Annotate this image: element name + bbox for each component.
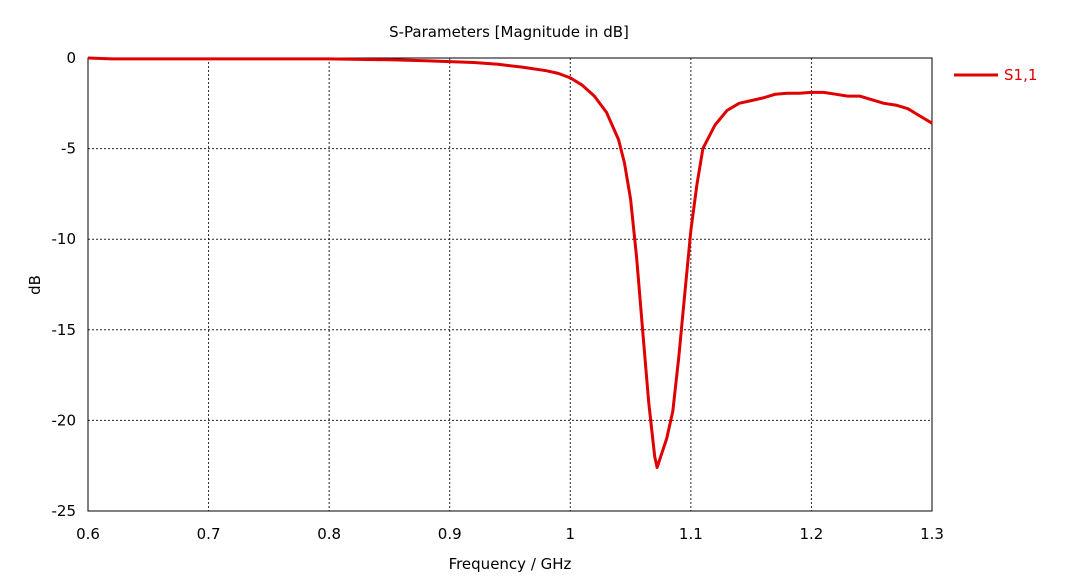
x-tick-label: 1 bbox=[566, 525, 576, 543]
y-tick-label: -25 bbox=[52, 502, 77, 520]
plot-frame bbox=[87, 57, 933, 512]
legend-label-s11: S1,1 bbox=[1004, 66, 1037, 84]
series-line-s11[interactable] bbox=[87, 56, 933, 469]
x-tick-label: 0.8 bbox=[317, 525, 341, 543]
y-tick-label: -20 bbox=[52, 411, 77, 429]
y-tick-label: -5 bbox=[61, 140, 76, 158]
legend[interactable]: S1,1 bbox=[954, 66, 1037, 84]
y-axis-ticks: 0 -5 -10 -15 -20 -25 bbox=[52, 49, 77, 520]
x-tick-label: 1.3 bbox=[920, 525, 944, 543]
x-tick-label: 1.2 bbox=[799, 525, 823, 543]
grid bbox=[88, 58, 932, 511]
y-tick-label: -10 bbox=[52, 230, 77, 248]
x-axis-label: Frequency / GHz bbox=[449, 555, 572, 573]
x-tick-label: 0.6 bbox=[76, 525, 100, 543]
x-tick-label: 0.9 bbox=[438, 525, 462, 543]
y-tick-label: 0 bbox=[66, 49, 76, 67]
x-axis-ticks: 0.6 0.7 0.8 0.9 1 1.1 1.2 1.3 bbox=[76, 525, 944, 543]
y-tick-label: -15 bbox=[52, 321, 77, 339]
x-tick-label: 1.1 bbox=[679, 525, 703, 543]
series-layer bbox=[87, 56, 933, 469]
chart-title: S-Parameters [Magnitude in dB] bbox=[389, 23, 629, 41]
y-axis-label: dB bbox=[26, 275, 44, 295]
x-tick-label: 0.7 bbox=[197, 525, 221, 543]
